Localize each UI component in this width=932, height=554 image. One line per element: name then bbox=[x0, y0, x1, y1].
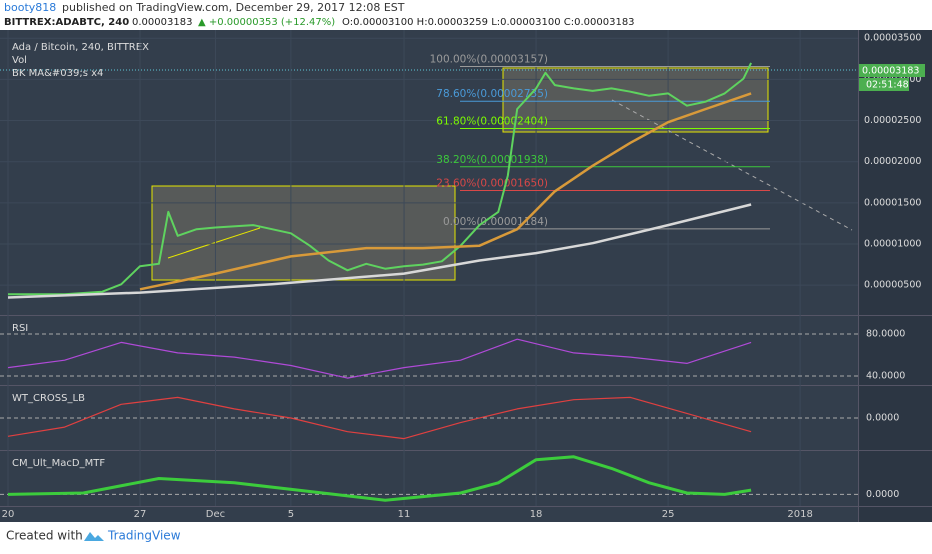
y-tick-label: 0.00003500 bbox=[864, 33, 921, 44]
pane-title: RSI bbox=[12, 323, 28, 334]
countdown-box bbox=[859, 78, 909, 91]
fib-label: 61.80%(0.00002404) bbox=[436, 115, 548, 127]
x-tick-label: 5 bbox=[288, 509, 294, 520]
y-tick-label: 0.00001500 bbox=[864, 197, 921, 208]
x-tick-label: 25 bbox=[662, 509, 675, 520]
indicator-line bbox=[7, 338, 752, 379]
last-price-box bbox=[859, 64, 925, 77]
footer-bg bbox=[0, 522, 932, 550]
series-line bbox=[139, 92, 752, 291]
fib-label: 78.60%(0.00002735) bbox=[436, 88, 548, 100]
author[interactable]: booty818 bbox=[4, 1, 56, 14]
range-box bbox=[502, 67, 769, 133]
series-line bbox=[7, 203, 752, 299]
y-tick-label: 0.0000 bbox=[866, 489, 899, 500]
indicator-line bbox=[7, 455, 752, 502]
countdown: 02:51:48 bbox=[866, 80, 909, 91]
x-tick-label: Dec bbox=[206, 509, 225, 520]
x-tick-label: 2018 bbox=[787, 509, 812, 520]
symbol: BITTREX:ADABTC, 240 bbox=[4, 17, 129, 28]
chart-title: Ada / Bitcoin, 240, BITTREX bbox=[12, 42, 149, 53]
y-tick-label: 80.0000 bbox=[866, 328, 905, 339]
chart-bg bbox=[0, 30, 932, 522]
y-tick-label: 0.00000500 bbox=[864, 280, 921, 291]
x-tick-label: 11 bbox=[398, 509, 411, 520]
header-bg bbox=[0, 0, 932, 30]
footer-brand[interactable]: TradingView bbox=[107, 529, 181, 543]
change: ▲ +0.00000353 (+12.47%) bbox=[198, 17, 335, 28]
price-axis-bg bbox=[858, 30, 932, 522]
ohlc: O:0.00003100 H:0.00003259 L:0.00003100 C… bbox=[342, 17, 635, 28]
x-tick-label: 20 bbox=[2, 509, 15, 520]
trend-line bbox=[611, 99, 853, 231]
legend-item: Vol bbox=[12, 55, 27, 66]
y-tick-label: 0.00002500 bbox=[864, 115, 921, 126]
y-tick-label: 0.00002000 bbox=[864, 156, 921, 167]
x-tick-label: 27 bbox=[134, 509, 147, 520]
legend-item: BK MA&#039;s x4 bbox=[12, 68, 103, 79]
footer-created: Created with bbox=[6, 529, 83, 543]
y-tick-label: 40.0000 bbox=[866, 370, 905, 381]
published: published on TradingView.com, December 2… bbox=[62, 1, 405, 14]
pane-title: CM_Ult_MacD_MTF bbox=[12, 458, 105, 469]
pane-title: WT_CROSS_LB bbox=[12, 393, 85, 404]
fib-label: 23.60%(0.00001650) bbox=[436, 178, 548, 190]
last: 0.00003183 bbox=[132, 17, 192, 28]
last-price-label: 0.00003183 bbox=[862, 66, 919, 77]
x-tick-label: 18 bbox=[530, 509, 543, 520]
fib-label: 100.00%(0.00003157) bbox=[430, 53, 548, 65]
logo bbox=[84, 532, 104, 541]
fib-label: 38.20%(0.00001938) bbox=[436, 154, 548, 166]
fib-label: 0.00%(0.00001184) bbox=[443, 216, 548, 228]
indicator-line bbox=[7, 396, 752, 440]
y-tick-label: 0.0000 bbox=[866, 413, 899, 424]
series-line bbox=[8, 62, 753, 296]
y-tick-label: 0.00001000 bbox=[864, 239, 921, 250]
